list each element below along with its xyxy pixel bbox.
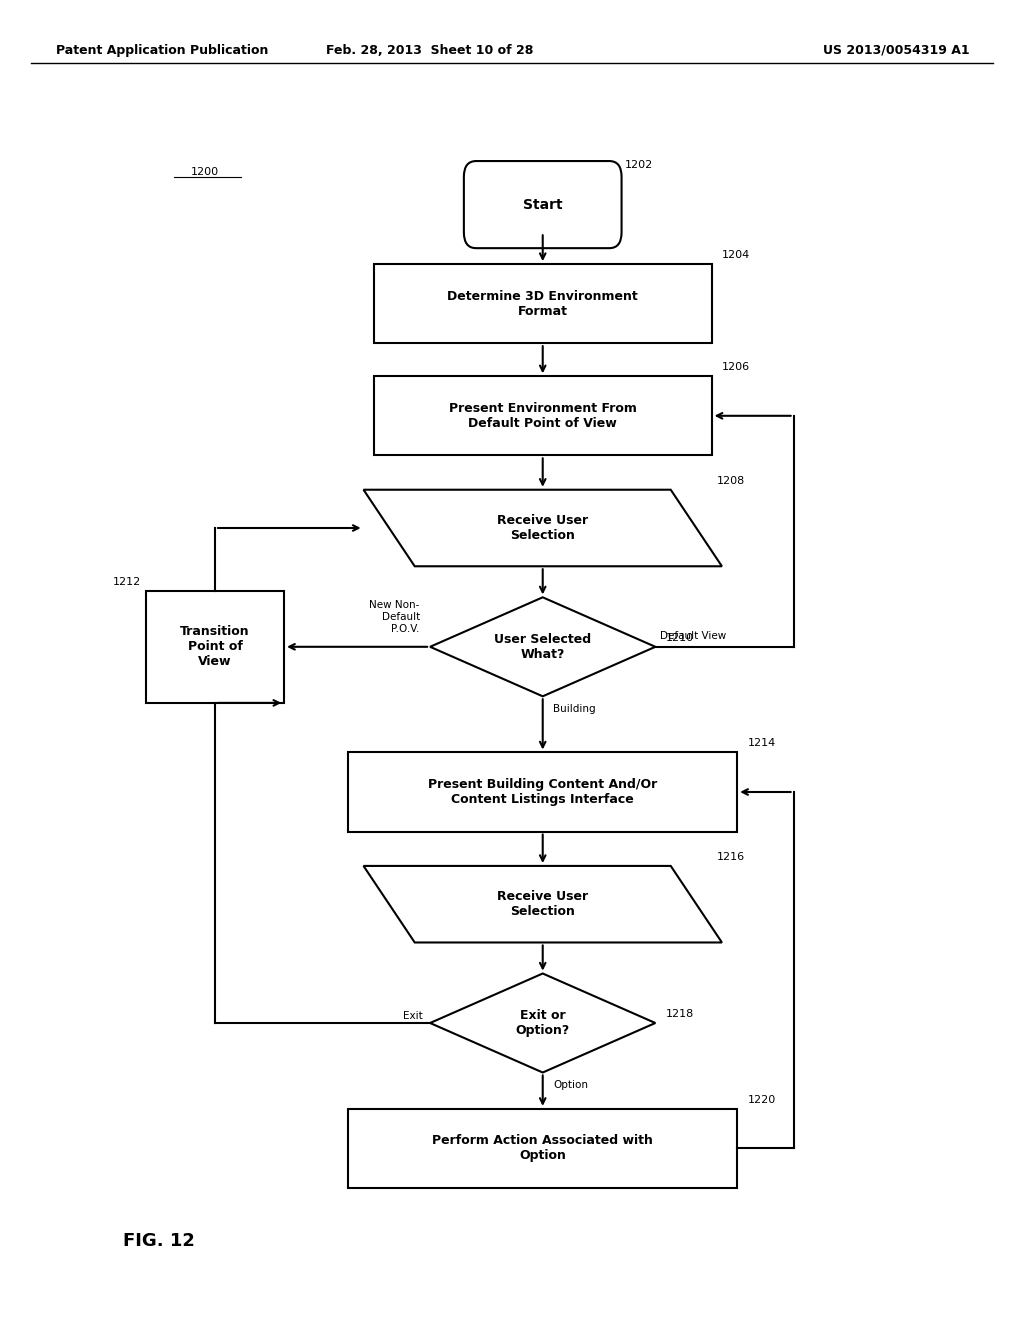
Text: Patent Application Publication: Patent Application Publication: [56, 44, 268, 57]
Text: Determine 3D Environment
Format: Determine 3D Environment Format: [447, 289, 638, 318]
Bar: [374, 264, 712, 343]
Bar: [145, 591, 284, 702]
Text: Present Building Content And/Or
Content Listings Interface: Present Building Content And/Or Content …: [428, 777, 657, 807]
Text: 1212: 1212: [113, 577, 140, 586]
Text: Transition
Point of
View: Transition Point of View: [180, 626, 250, 668]
Text: 1220: 1220: [748, 1094, 776, 1105]
Text: Receive User
Selection: Receive User Selection: [498, 890, 588, 919]
Text: 1206: 1206: [722, 362, 750, 372]
Text: 1216: 1216: [717, 851, 744, 862]
Bar: [348, 752, 737, 832]
Text: 1210: 1210: [666, 632, 693, 643]
Text: Default View: Default View: [660, 631, 727, 642]
Text: Present Environment From
Default Point of View: Present Environment From Default Point o…: [449, 401, 637, 430]
Text: Receive User
Selection: Receive User Selection: [498, 513, 588, 543]
Text: Option: Option: [553, 1080, 588, 1090]
Text: FIG. 12: FIG. 12: [123, 1232, 195, 1250]
Text: 1218: 1218: [666, 1008, 694, 1019]
Polygon shape: [364, 490, 722, 566]
Text: Exit: Exit: [403, 1011, 423, 1022]
Bar: [374, 376, 712, 455]
Text: Start: Start: [523, 198, 562, 211]
Text: 1204: 1204: [722, 249, 751, 260]
Text: New Non-
Default
P.O.V.: New Non- Default P.O.V.: [370, 601, 420, 634]
Text: Feb. 28, 2013  Sheet 10 of 28: Feb. 28, 2013 Sheet 10 of 28: [327, 44, 534, 57]
Text: Perform Action Associated with
Option: Perform Action Associated with Option: [432, 1134, 653, 1163]
Text: Building: Building: [553, 704, 596, 714]
Text: 1208: 1208: [717, 475, 745, 486]
Text: 1202: 1202: [625, 160, 653, 170]
Polygon shape: [430, 597, 655, 697]
Text: User Selected
What?: User Selected What?: [495, 632, 591, 661]
Text: Exit or
Option?: Exit or Option?: [516, 1008, 569, 1038]
FancyBboxPatch shape: [464, 161, 622, 248]
Bar: [348, 1109, 737, 1188]
Polygon shape: [430, 974, 655, 1072]
Polygon shape: [364, 866, 722, 942]
Text: 1200: 1200: [190, 166, 219, 177]
Text: 1214: 1214: [748, 738, 776, 748]
Text: US 2013/0054319 A1: US 2013/0054319 A1: [822, 44, 970, 57]
